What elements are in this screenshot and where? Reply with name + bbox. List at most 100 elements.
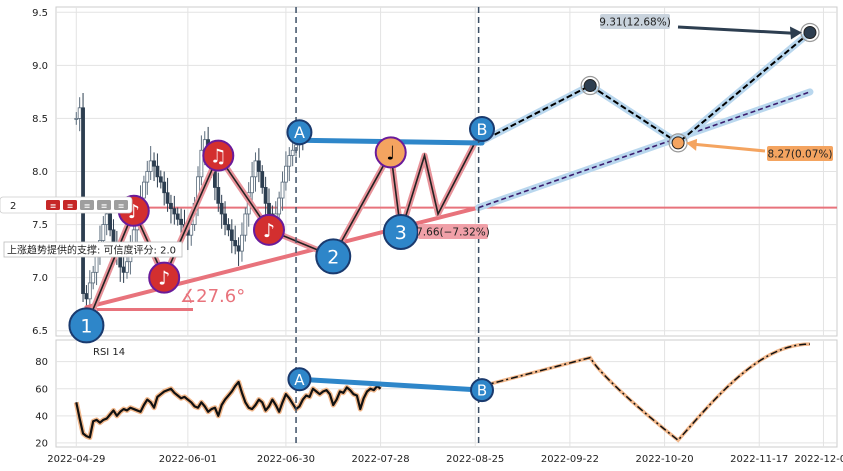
candle-body — [253, 160, 258, 178]
forecast-peak-marker-ring — [580, 75, 600, 96]
signal-badge-icon — [63, 200, 77, 210]
rsi-divergence-line — [296, 376, 485, 393]
rsi-y-tick-label: 80 — [35, 357, 48, 368]
x-tick-label: 2022-06-01 — [159, 454, 217, 465]
price-y-tick-label: 6.5 — [32, 326, 48, 337]
target-low-badge — [418, 224, 488, 239]
candle-body — [287, 155, 292, 167]
candle-body — [175, 213, 180, 220]
rsi-marker-a — [287, 367, 312, 392]
candle-body — [243, 213, 248, 236]
signal-badge-glyph: ≡ — [67, 202, 74, 211]
candle-body — [152, 160, 156, 167]
candle-body — [229, 229, 234, 241]
candle-body — [94, 256, 99, 273]
candle-body — [169, 202, 173, 210]
candle-body — [172, 208, 177, 215]
signal-badge-icon — [114, 200, 128, 210]
signal-badge-glyph: ≡ — [50, 202, 57, 211]
target-mid-label: 8.27(0.07%) — [768, 149, 833, 161]
forecast-path — [478, 31, 811, 145]
candle-body — [236, 245, 241, 252]
candle-body — [233, 240, 238, 247]
target-high-arrow — [677, 25, 799, 35]
signal-badge-icon — [46, 200, 60, 210]
support-text-box — [3, 241, 183, 258]
wave-marker-3 — [202, 139, 235, 172]
support-text: 上涨趋势提供的支撑: 可信度评分: 2.0 — [7, 244, 176, 257]
target-mid-arrowhead — [686, 138, 698, 151]
support-line-dashed — [478, 91, 811, 209]
wave-marker-label: 2 — [327, 246, 339, 268]
candle-body — [280, 181, 285, 199]
candle-body — [216, 187, 221, 204]
candle-body — [179, 218, 183, 225]
candle-body — [240, 234, 244, 252]
wave-marker-6 — [374, 136, 407, 169]
candle-body — [226, 224, 231, 231]
rsi-marker-label: B — [477, 382, 487, 400]
x-tick-label: 2022-09-22 — [541, 454, 599, 465]
candle-body — [213, 171, 217, 188]
wave-marker-label: 1 — [80, 315, 92, 337]
rsi-y-tick-label: 40 — [35, 411, 48, 422]
rsi-panel-frame — [55, 339, 838, 448]
rsi-y-tick-label: 20 — [35, 438, 48, 449]
x-tick-label: 2022-07-28 — [352, 454, 410, 465]
rsi-forecast-line — [481, 343, 810, 442]
candle-body — [290, 149, 295, 156]
target-high-label: 9.31(12.68%) — [599, 17, 671, 29]
price-y-tick-label: 9.0 — [32, 61, 48, 72]
wave-marker-label: ♪ — [263, 220, 275, 242]
wave-marker-label: ♪ — [158, 268, 170, 290]
candle-body — [165, 192, 170, 204]
candle-body — [219, 202, 224, 215]
signal-badge-icon — [97, 200, 111, 210]
rsi-marker-b — [470, 378, 494, 403]
price-y-tick-label: 8.5 — [32, 114, 48, 125]
x-tick-label: 2022-08-25 — [446, 454, 504, 465]
rsi-y-tick-label: 60 — [35, 384, 48, 395]
rsi-title: RSI 14 — [93, 347, 125, 358]
price-y-tick-label: 7.5 — [32, 220, 48, 231]
candle-body — [162, 181, 167, 194]
candle-body — [263, 187, 268, 204]
target-mid-badge — [767, 146, 833, 161]
target-high-arrowhead — [789, 26, 802, 40]
price-y-tick-label: 9.5 — [32, 8, 48, 19]
x-tick-label: 2022-12-06 — [794, 454, 843, 465]
x-tick-label: 2022-06-30 — [257, 454, 315, 465]
signal-badge-glyph: ≡ — [101, 202, 108, 211]
candle-body — [84, 293, 89, 300]
candle-body — [118, 256, 123, 268]
candle-body — [223, 213, 227, 225]
candle-body — [104, 213, 109, 225]
candle-body — [260, 171, 265, 188]
target-high-badge — [600, 14, 670, 29]
forecast-peak-marker — [583, 79, 597, 93]
candle-body — [199, 149, 204, 178]
forecast-high-marker — [803, 25, 817, 39]
channel-marker-label: B — [477, 120, 488, 139]
x-tick-label: 2022-04-29 — [47, 454, 105, 465]
channel-marker-a — [286, 119, 313, 146]
signal-badge-icon — [80, 200, 94, 210]
wave-marker-4 — [253, 213, 285, 246]
candle-body — [77, 107, 82, 119]
candle-body — [91, 271, 96, 284]
candle-body — [148, 160, 153, 172]
wave-marker-label: 3 — [395, 222, 407, 244]
target-low-label: 7.66(−7.32%) — [416, 227, 490, 239]
signal-badge-glyph: ≡ — [84, 202, 91, 211]
candle-body — [250, 176, 254, 194]
signal-badge-count: 2 — [10, 201, 16, 212]
target-mid-arrow — [689, 142, 766, 153]
candle-body — [125, 261, 129, 273]
candle-body — [256, 160, 261, 172]
wave-marker-0 — [68, 307, 105, 344]
candle-body — [155, 165, 160, 178]
candle-body — [158, 176, 163, 183]
candle-body — [284, 165, 288, 183]
wave-marker-5 — [315, 238, 352, 275]
